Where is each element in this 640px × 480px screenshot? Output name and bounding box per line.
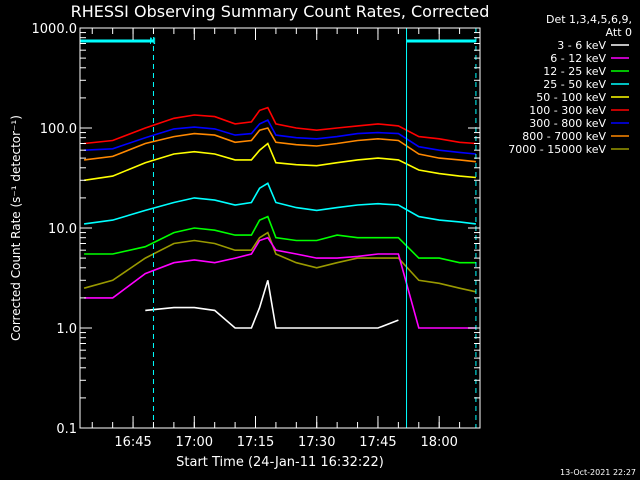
series-line-7 <box>84 127 476 163</box>
y-tick-label: 100.0 <box>40 122 77 137</box>
legend-label: 50 - 100 keV <box>536 91 606 104</box>
y-tick-label: 10.0 <box>48 222 77 237</box>
chart-title: RHESSI Observing Summary Count Rates, Co… <box>71 2 490 21</box>
night-annotation-label: N <box>149 37 156 47</box>
x-tick-label: 17:30 <box>298 435 335 450</box>
legend-label: 7000 - 15000 keV <box>508 143 606 156</box>
series-line-6 <box>84 119 476 155</box>
legend-label: 800 - 7000 keV <box>522 130 606 143</box>
legend-label: 3 - 6 keV <box>557 39 606 52</box>
y-tick-label: 0.1 <box>56 422 77 437</box>
legend-header-line-2: Att 0 <box>606 26 632 39</box>
legend-label: 12 - 25 keV <box>543 65 606 78</box>
y-axis-label: Corrected Count Rate (s⁻¹ detector⁻¹) <box>9 115 23 341</box>
series-line-8 <box>83 231 477 293</box>
x-tick-label: 17:45 <box>359 435 396 450</box>
plot-frame <box>79 27 481 429</box>
night-markers: N <box>79 28 477 428</box>
footer-date: 13-Oct-2021 22:27 <box>560 468 636 477</box>
series-line-5 <box>84 106 476 145</box>
series-line-2 <box>84 215 476 264</box>
series-line-3 <box>83 182 476 225</box>
x-tick-label: 17:00 <box>176 435 213 450</box>
legend-label: 6 - 12 keV <box>550 52 606 65</box>
x-tick-label: 17:15 <box>237 435 274 450</box>
series-layer <box>83 106 477 329</box>
x-axis-label: Start Time (24-Jan-11 16:32:22) <box>176 455 384 470</box>
legend-label: 100 - 300 keV <box>529 104 606 117</box>
series-line-1 <box>84 236 476 329</box>
axes <box>79 27 481 429</box>
legend-header-line-1: Det 1,3,4,5,6,9, <box>546 13 632 26</box>
series-line-4 <box>83 142 476 182</box>
legend-label: 300 - 800 keV <box>529 117 606 130</box>
tick-labels: 0.1 1.0 10.0 100.0 1000.0 16:45 17:00 17:15 17:3… <box>32 22 458 450</box>
x-tick-label: 16:45 <box>114 435 151 450</box>
x-tick-label: 18:00 <box>420 435 457 450</box>
y-tick-label: 1000.0 <box>32 22 78 37</box>
y-tick-label: 1.0 <box>56 322 77 337</box>
legend-label: 25 - 50 keV <box>543 78 606 91</box>
series-line-0 <box>145 280 399 329</box>
